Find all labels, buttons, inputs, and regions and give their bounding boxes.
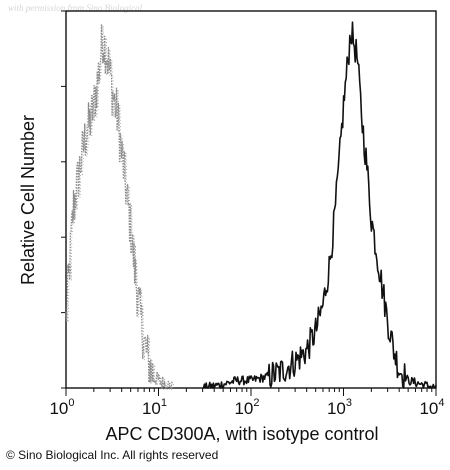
x-axis-ticks [65, 388, 437, 396]
series-0-shadow [67, 25, 174, 390]
y-axis-title: Relative Cell Number [18, 115, 38, 285]
copyright-text: © Sino Biological Inc. All rights reserv… [6, 448, 218, 462]
x-tick-label-2: 102 [234, 397, 259, 418]
x-axis-tick-labels: 100 101 102 103 104 [49, 397, 444, 418]
x-axis-title: APC CD300A, with isotype control [105, 424, 378, 444]
y-axis-ticks [61, 10, 66, 389]
x-tick-label-3: 103 [327, 397, 352, 418]
x-tick-label-1: 101 [142, 397, 167, 418]
watermark: with permission from Sino Biological [8, 3, 143, 13]
series-layer [65, 21, 437, 390]
series-0-trace [65, 23, 173, 389]
plot-frame [65, 10, 437, 389]
series-1-trace [202, 21, 437, 389]
x-tick-label-4: 104 [419, 397, 444, 418]
x-tick-label-0: 100 [49, 397, 74, 418]
